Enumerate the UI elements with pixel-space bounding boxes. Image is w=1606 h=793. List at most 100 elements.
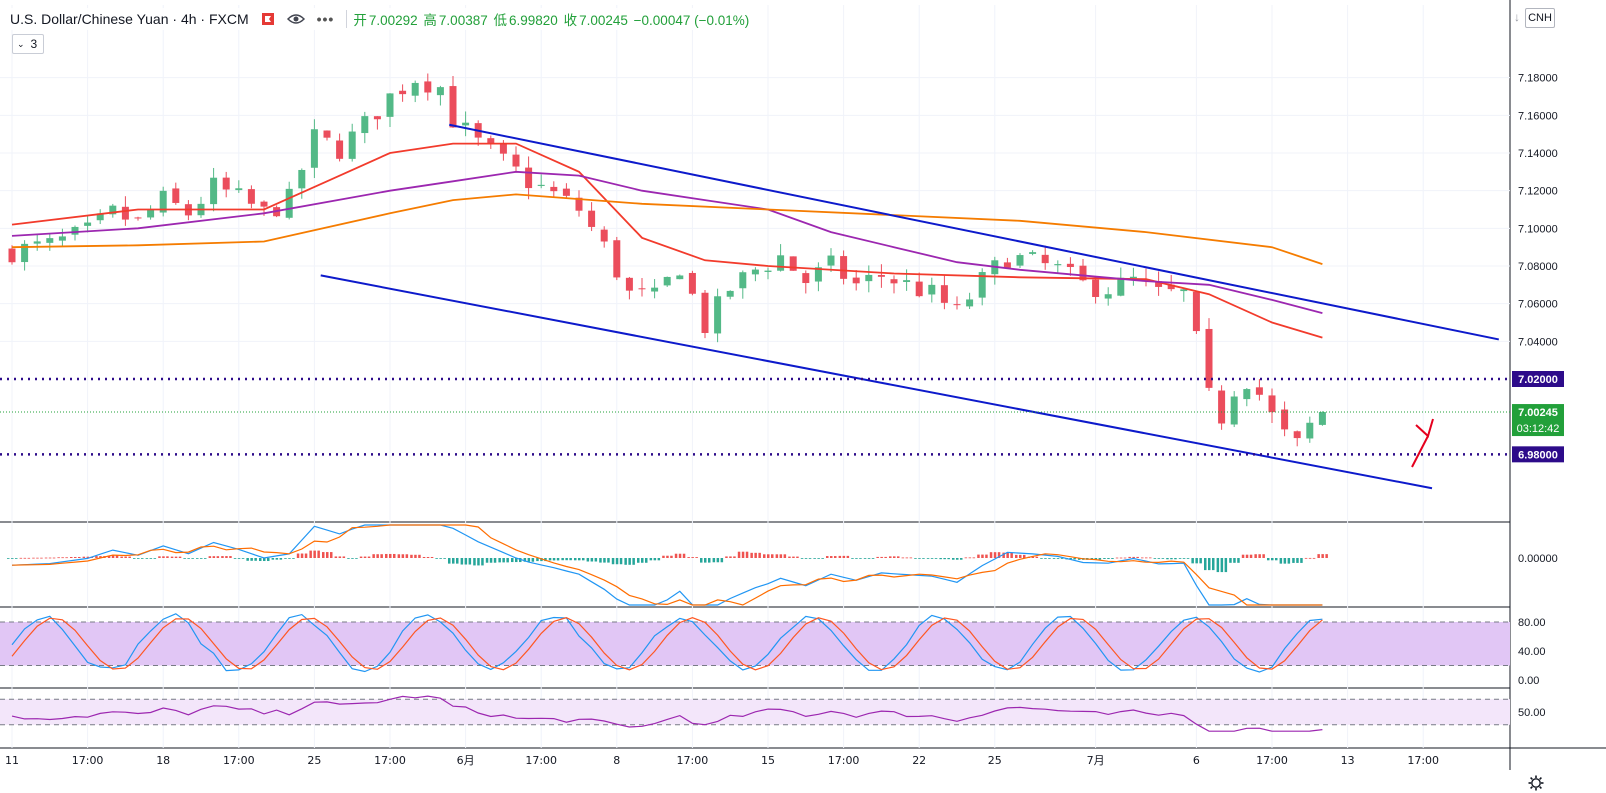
macd-histogram-bar xyxy=(582,558,585,561)
macd-histogram-bar xyxy=(300,553,304,558)
open-value: 7.00292 xyxy=(368,13,418,28)
trend-channel[interactable] xyxy=(320,123,1500,490)
time-tick-label: 17:00 xyxy=(525,754,557,767)
macd-histogram-bar xyxy=(939,558,942,560)
macd-histogram-bar xyxy=(334,556,338,558)
macd-histogram-bar xyxy=(1056,558,1060,559)
macd-histogram-bar xyxy=(397,554,401,558)
indicator-series xyxy=(7,524,1328,732)
candle-down xyxy=(890,279,898,284)
macd-histogram-bar xyxy=(619,558,623,565)
macd-histogram-bar xyxy=(275,558,279,560)
macd-histogram-bar xyxy=(808,558,812,559)
candle-up xyxy=(436,87,444,96)
macd-histogram-bar xyxy=(1304,557,1308,559)
macd-histogram-bar xyxy=(145,558,149,559)
macd-histogram-bar xyxy=(1199,558,1202,564)
download-icon[interactable]: ↓ xyxy=(1514,10,1520,24)
macd-histogram-bar xyxy=(502,558,505,563)
macd-histogram-bar xyxy=(1224,558,1228,573)
macd-histogram-bar xyxy=(838,555,842,558)
arrow-annotation[interactable] xyxy=(1411,418,1434,468)
macd-histogram-bar xyxy=(1186,558,1190,559)
macd-histogram-bar xyxy=(851,558,854,559)
price-tick-label: 7.18000 xyxy=(1518,73,1558,85)
macd-histogram-bar xyxy=(1220,558,1224,573)
candle-up xyxy=(58,236,66,241)
candle-up xyxy=(777,255,785,271)
more-options-icon[interactable]: ••• xyxy=(316,11,335,27)
macd-histogram-bar xyxy=(934,558,938,559)
macd-histogram-bar xyxy=(989,552,993,558)
macd-histogram-bar xyxy=(363,556,367,558)
macd-histogram-bar xyxy=(1136,556,1139,558)
macd-histogram-bar xyxy=(1149,557,1152,559)
macd-histogram-bar xyxy=(296,553,300,558)
macd-histogram-bar xyxy=(330,552,333,558)
price-tick-label: 7.12000 xyxy=(1518,186,1558,198)
candle-down xyxy=(802,273,810,284)
macd-histogram-bar xyxy=(1048,558,1051,559)
candle-up xyxy=(1117,277,1125,296)
candle-up xyxy=(96,213,104,221)
price-tick-label: 7.06000 xyxy=(1518,299,1558,311)
gear-icon[interactable] xyxy=(1528,775,1544,791)
macd-histogram-bar xyxy=(216,556,220,558)
macd-histogram-bar xyxy=(120,556,123,558)
macd-histogram-bar xyxy=(817,558,820,559)
currency-button[interactable]: CNH xyxy=(1525,8,1555,28)
candle-down xyxy=(550,186,558,192)
stochastic-tick-label: 0.00 xyxy=(1518,675,1539,687)
macd-histogram-bar xyxy=(1115,557,1119,559)
eye-icon[interactable] xyxy=(286,12,305,26)
macd-histogram-bar xyxy=(7,558,10,559)
symbol-title[interactable]: U.S. Dollar/Chinese Yuan · 4h · FXCM xyxy=(10,11,249,27)
macd-histogram-bar xyxy=(607,558,610,563)
macd-histogram-bar xyxy=(708,558,711,563)
candle-down xyxy=(588,210,596,227)
candle-down xyxy=(600,229,608,242)
candle-up xyxy=(33,241,41,244)
candle-down xyxy=(8,248,16,263)
macd-histogram-bar xyxy=(1157,558,1161,559)
macd-histogram-bar xyxy=(498,558,501,563)
macd-histogram-bar xyxy=(993,552,997,558)
indicators-toggle-button[interactable]: ⌄ 3 xyxy=(12,34,45,54)
macd-histogram-bar xyxy=(1078,558,1081,560)
macd-histogram-bar xyxy=(15,558,18,559)
macd-histogram-bar xyxy=(615,558,619,565)
macd-histogram-bar xyxy=(1069,558,1072,560)
macd-histogram-bar xyxy=(271,558,275,560)
rsi-tick-label: 50.00 xyxy=(1518,707,1546,719)
candle-up xyxy=(739,272,747,289)
macd-histogram-bar xyxy=(716,558,720,563)
macd-histogram-bar xyxy=(733,556,736,558)
price-tick-label: 7.04000 xyxy=(1518,336,1558,348)
candle-down xyxy=(1293,431,1301,439)
macd-histogram-bar xyxy=(48,557,52,559)
macd-histogram-bar xyxy=(317,550,320,558)
candle-down xyxy=(424,81,432,93)
macd-histogram-bar xyxy=(972,557,976,559)
candle-up xyxy=(726,290,734,297)
flag-icon[interactable] xyxy=(261,12,275,26)
macd-histogram-bar xyxy=(1283,558,1287,564)
candle-up xyxy=(285,188,293,218)
time-tick-label: 25 xyxy=(307,754,321,767)
candle-down xyxy=(940,285,948,303)
macd-histogram-bar xyxy=(1031,556,1035,558)
candle-up xyxy=(1306,422,1314,439)
channel-trendline xyxy=(320,274,1433,490)
macd-histogram-bar xyxy=(468,558,472,565)
macd-histogram-bar xyxy=(682,553,686,558)
macd-histogram-bar xyxy=(187,558,190,559)
macd-histogram-bar xyxy=(569,558,572,561)
horizontal-levels[interactable]: 7.02000 6.98000 7.00245 03:12:42 xyxy=(0,371,1564,463)
macd-histogram-bar xyxy=(1040,558,1043,559)
macd-histogram-bar xyxy=(540,558,543,562)
macd-histogram-bar xyxy=(481,558,484,566)
macd-histogram-bar xyxy=(1267,558,1270,561)
candle-down xyxy=(1281,409,1289,430)
macd-histogram-bar xyxy=(212,556,216,558)
